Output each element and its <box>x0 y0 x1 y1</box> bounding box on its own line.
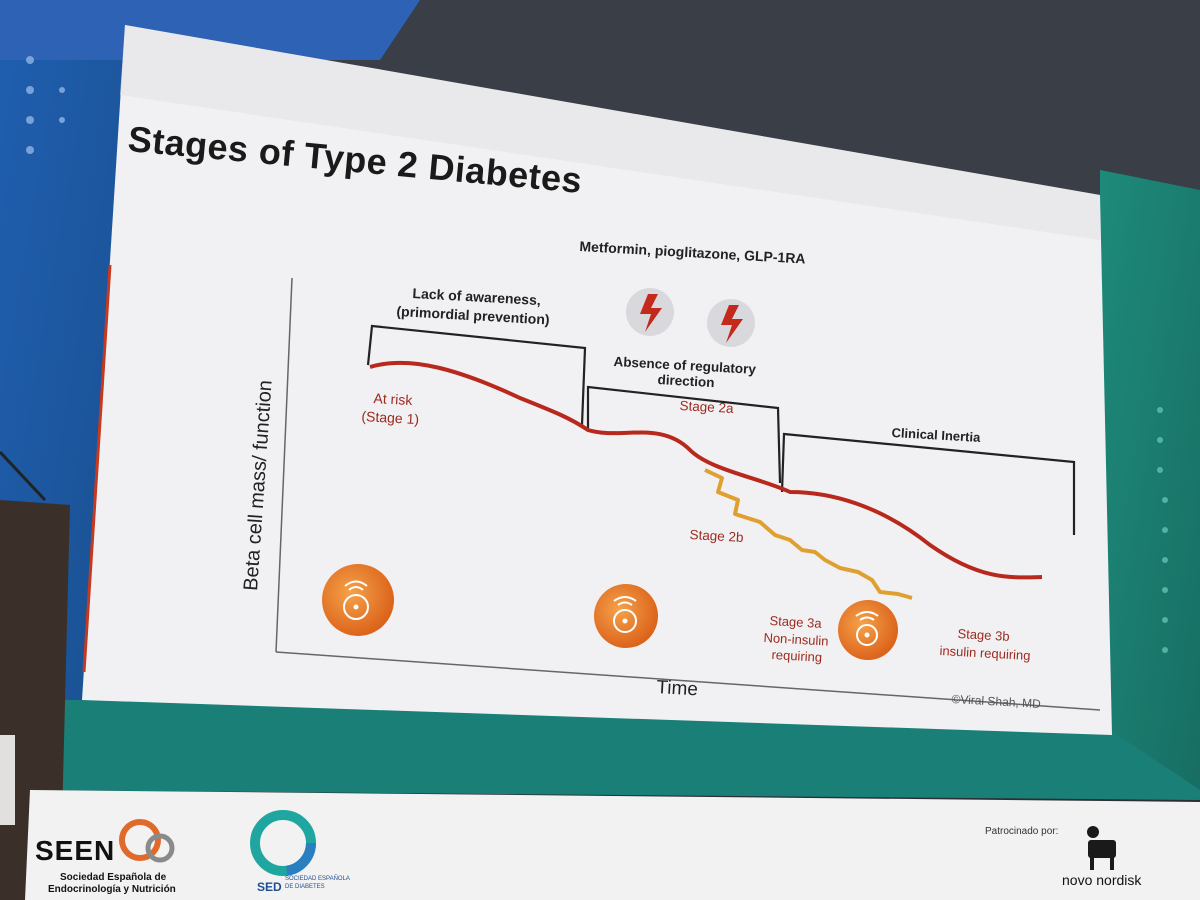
sed-logo-text: SED <box>257 880 282 894</box>
glucose-sensor-icon-1 <box>322 564 394 636</box>
seen-logo-mark <box>119 819 175 863</box>
sponsor-name: novo nordisk <box>1062 872 1142 888</box>
beta-cell-main-curve <box>369 360 1043 580</box>
stage-2b-curve <box>704 468 913 600</box>
sponsor-label: Patrocinado por: <box>985 826 1059 837</box>
seen-logo-text: SEEN <box>35 835 116 866</box>
bolt-icon-1 <box>626 288 674 336</box>
sed-line2: DE DIABETES <box>285 884 325 890</box>
glucose-sensor-icon-2 <box>594 584 658 648</box>
seen-line1: Sociedad Española de <box>60 872 167 883</box>
novo-nordisk-bull-icon <box>1087 826 1116 870</box>
sed-logo-mark <box>250 810 316 876</box>
sed-line1: SOCIEDAD ESPAÑOLA <box>285 876 350 882</box>
glucose-sensor-icon-3 <box>838 600 898 660</box>
seen-line2: Endocrinología y Nutrición <box>48 884 176 895</box>
bolt-icon-2 <box>707 299 755 347</box>
